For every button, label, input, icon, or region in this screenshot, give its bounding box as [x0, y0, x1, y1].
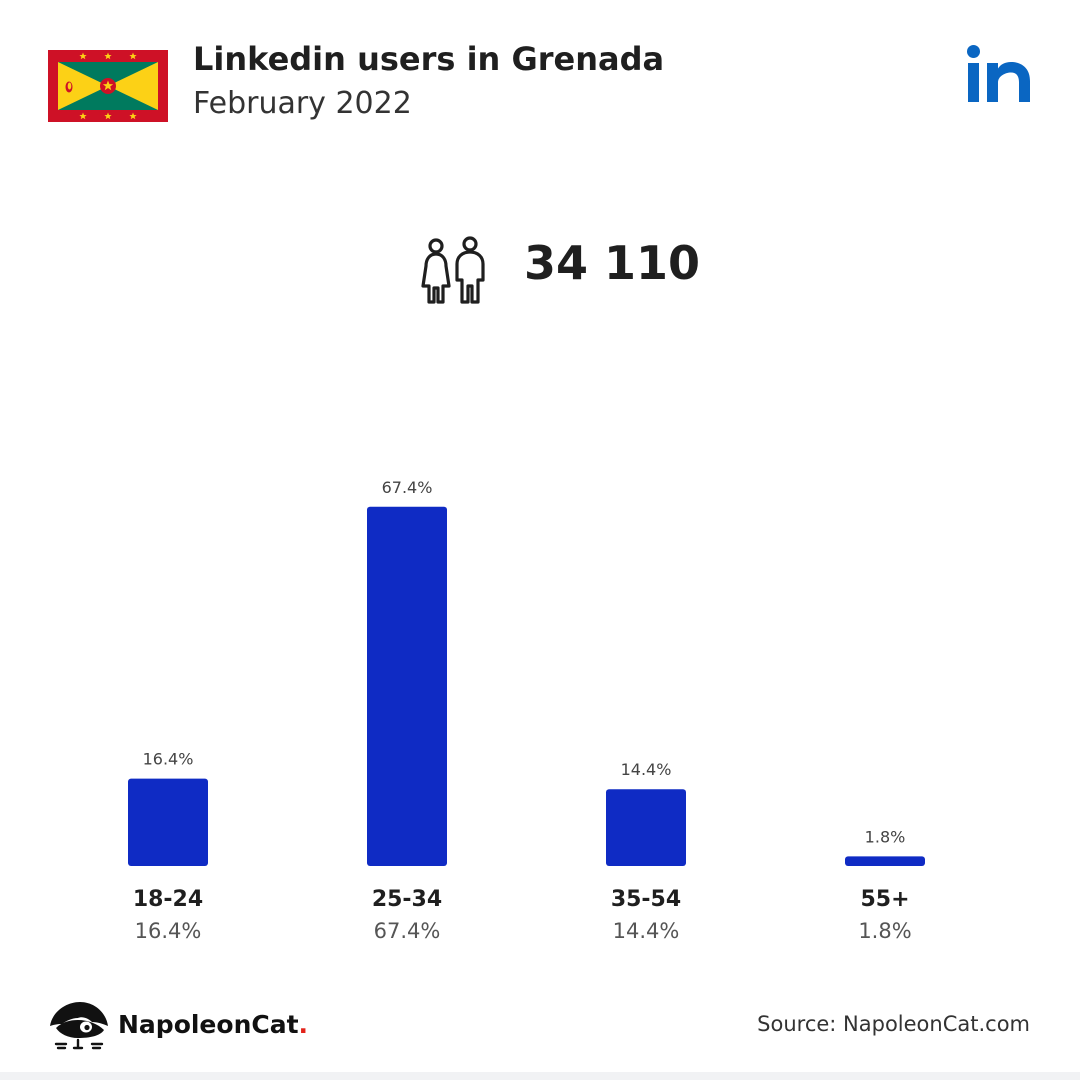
- category-percent: 14.4%: [613, 919, 680, 943]
- bar-25-34: [367, 506, 447, 866]
- flag-green-top: [58, 62, 158, 86]
- category-label: 55+: [860, 887, 909, 912]
- users-icon: [421, 236, 485, 304]
- category-percent: 67.4%: [374, 919, 441, 943]
- category-label: 35-54: [611, 887, 681, 912]
- bar-value-label: 1.8%: [865, 827, 906, 846]
- source-credit: Source: NapoleonCat.com: [757, 1012, 1030, 1036]
- bar-18-24: [128, 778, 208, 866]
- flag-green-bottom: [58, 86, 158, 110]
- bar-value-label: 14.4%: [621, 760, 672, 779]
- bar-35-54: [606, 789, 686, 866]
- brand-dot: .: [298, 1010, 309, 1039]
- flag-center-star: [102, 80, 114, 91]
- linkedin-logo-icon: [967, 45, 1030, 102]
- page-subtitle: February 2022: [193, 86, 412, 121]
- bar-55+: [845, 856, 925, 866]
- age-distribution-chart: 16.4% 18-24 16.4% 67.4% 25-34 67.4% 14.4% 35-54…: [128, 478, 925, 943]
- bottom-strip: [0, 1072, 1080, 1080]
- brand-name: NapoleonCat.: [118, 1010, 308, 1039]
- page-title: Linkedin users in Grenada: [193, 40, 665, 78]
- bar-value-label: 16.4%: [143, 750, 194, 769]
- category-percent: 1.8%: [858, 919, 911, 943]
- flag-border-stars: [79, 52, 137, 120]
- category-percent: 16.4%: [135, 919, 202, 943]
- flag-nutmeg: [65, 81, 73, 93]
- category-label: 18-24: [133, 887, 203, 912]
- grenada-flag: [48, 50, 168, 122]
- bar-value-label: 67.4%: [382, 478, 433, 497]
- total-users-count: 34 110: [524, 236, 701, 290]
- category-label: 25-34: [372, 887, 442, 912]
- brand-text: NapoleonCat: [118, 1010, 299, 1039]
- napoleoncat-logo-icon: [50, 1002, 108, 1050]
